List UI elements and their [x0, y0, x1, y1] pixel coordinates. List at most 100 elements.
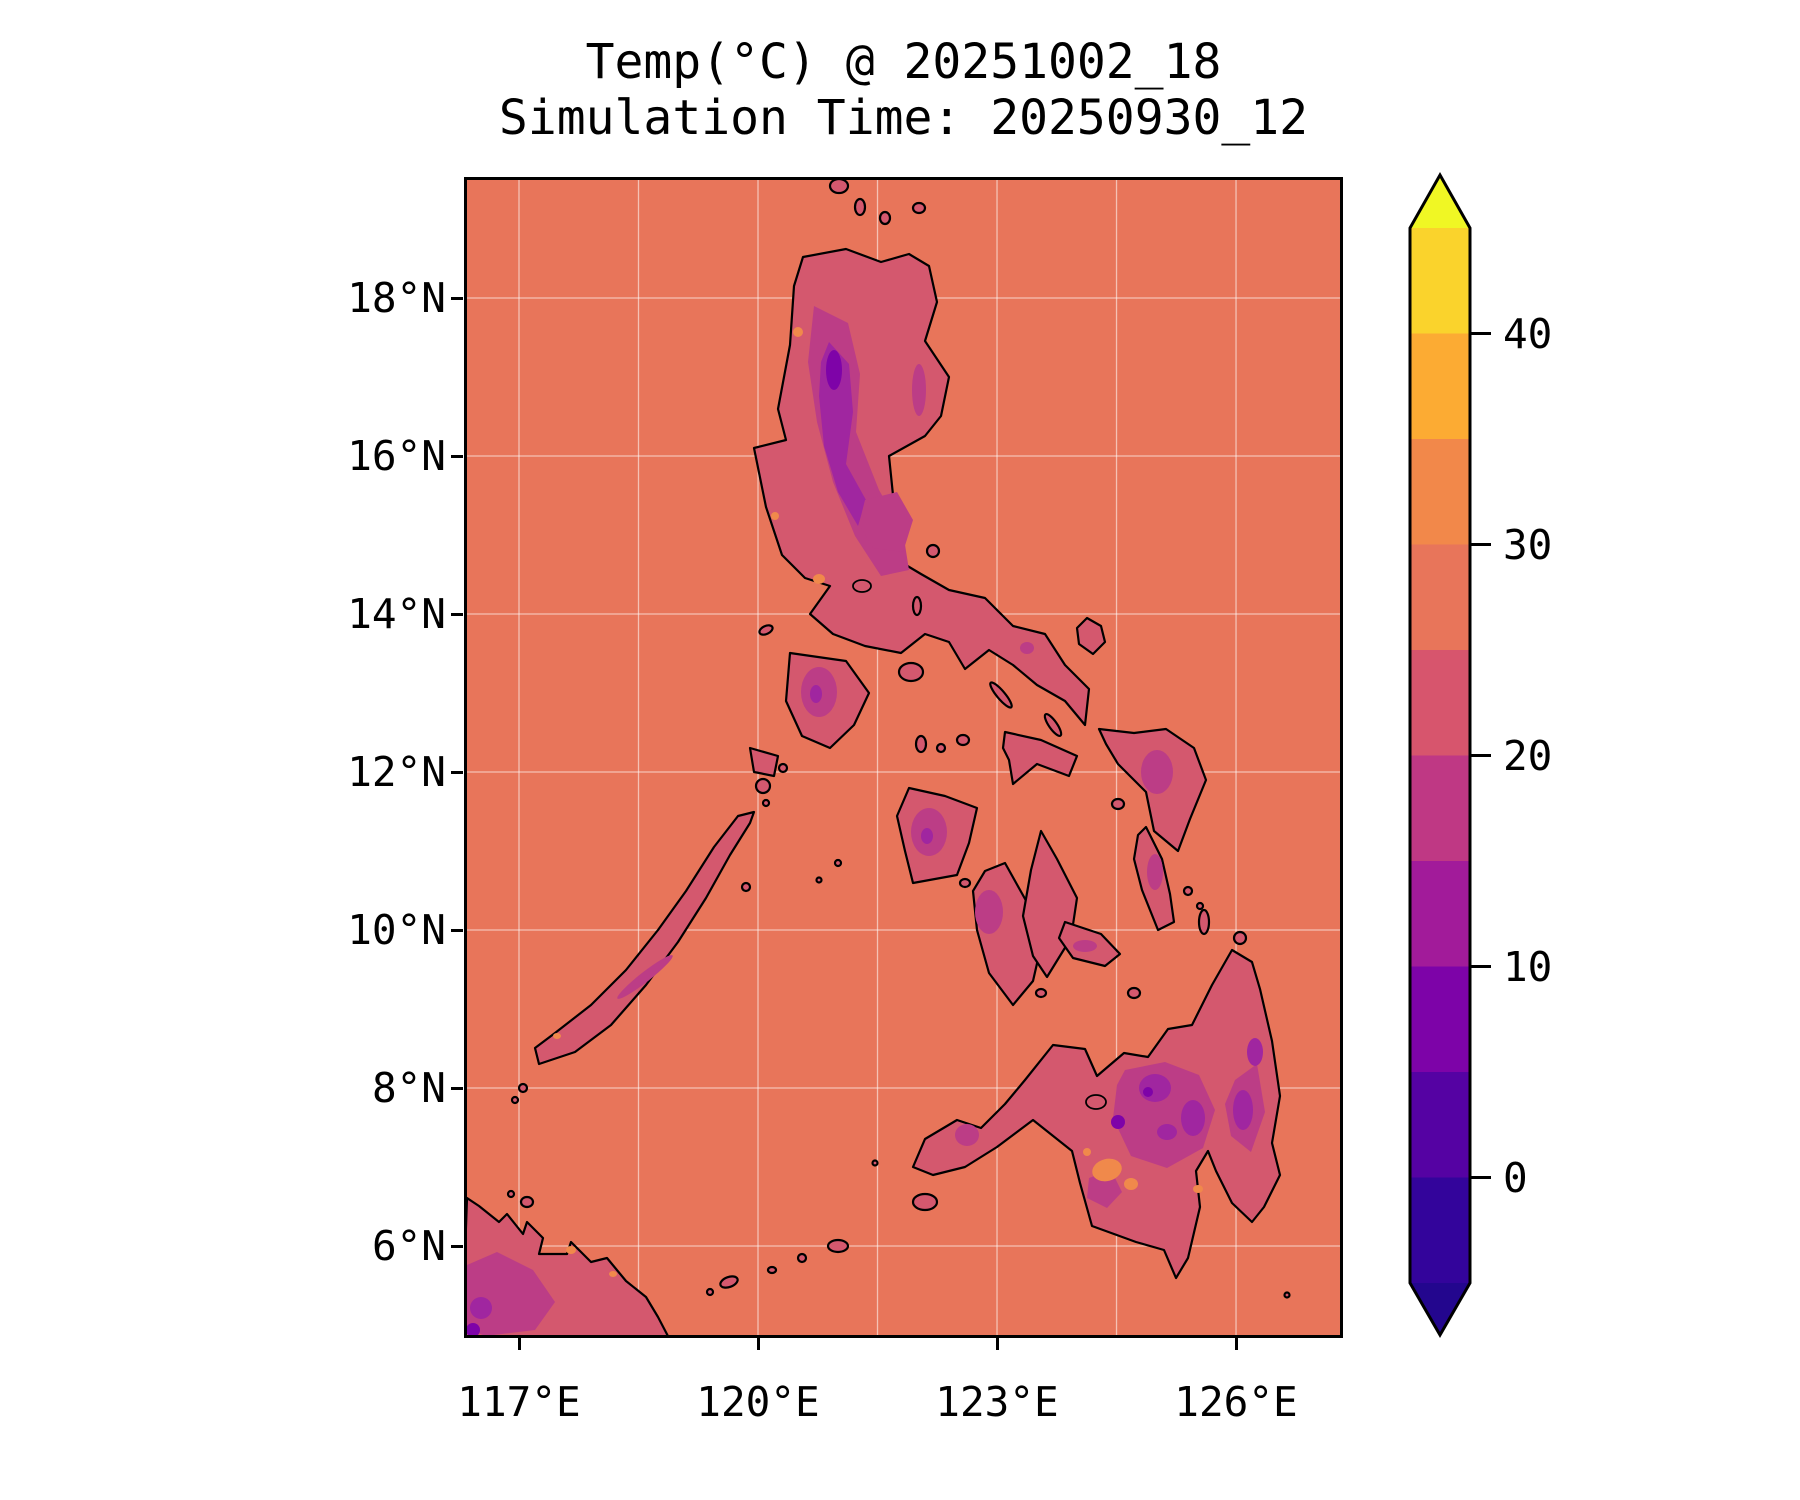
island-cuyo — [833, 858, 843, 868]
island-coron — [777, 762, 789, 774]
y-tick-label: 8°N — [371, 1064, 446, 1112]
map-axes — [464, 177, 1343, 1338]
contour-patch-orange — [566, 1246, 576, 1254]
colorbar-tick-label: 20 — [1503, 731, 1553, 780]
island-burias — [989, 681, 1013, 709]
y-tick-mark — [451, 454, 463, 458]
island-romblon — [935, 742, 947, 754]
island-guimaras — [958, 877, 972, 889]
island-camiguin — [1126, 986, 1142, 1000]
contour-patch-orange — [793, 327, 803, 337]
island-alabat — [911, 595, 923, 617]
colorbar-tick-mark — [1471, 754, 1491, 757]
island-masbate — [1001, 730, 1079, 786]
luzon-temperature-patches — [771, 306, 1034, 654]
plot-title: Temp(°C) @ 20251002_18 Simulation Time: 2… — [464, 34, 1343, 146]
colorbar — [1408, 171, 1472, 1339]
y-tick-label: 6°N — [371, 1222, 446, 1270]
island-cuyo-2 — [815, 876, 823, 884]
island-mindanao — [911, 948, 1282, 1280]
colorbar-band-0-to-5 — [1410, 1072, 1470, 1178]
island-balabac — [517, 1082, 529, 1094]
contour-patch-orange — [813, 574, 825, 584]
islet-surigao-strait — [1182, 885, 1194, 897]
contour-patch-purple — [1247, 1038, 1263, 1066]
colorbar-over-arrow — [1410, 175, 1470, 228]
colorbar-tick-label: 10 — [1503, 942, 1553, 991]
colorbar-under-arrow — [1410, 1283, 1470, 1335]
contour-patch-purple — [921, 828, 933, 844]
islet-surigao-strait-2 — [1195, 901, 1205, 911]
colorbar-band-5-to-10 — [1410, 966, 1470, 1072]
island-babuyan-1 — [828, 180, 850, 195]
island-busuanga — [748, 746, 780, 778]
colorbar-band-20-to-25 — [1410, 650, 1470, 756]
contour-patch-deep-purple — [826, 350, 842, 390]
contour-patch-magenta — [1020, 642, 1034, 654]
colorbar-band-35-to-40 — [1410, 333, 1470, 439]
island-luzon — [752, 247, 1091, 727]
island-siquijor — [1034, 987, 1048, 999]
contour-patch-magenta — [1073, 940, 1097, 952]
island-biliran — [1110, 797, 1126, 811]
contour-patch-magenta — [859, 492, 913, 552]
contour-patch-purple — [1157, 1124, 1177, 1140]
island-jolo — [826, 1238, 850, 1254]
title-line2: Simulation Time: 20250930_12 — [498, 90, 1309, 146]
colorbar-band-15-to-20 — [1410, 755, 1470, 861]
map-canvas — [467, 180, 1340, 1335]
island-sibuyan — [955, 733, 971, 747]
y-tick-mark — [451, 770, 463, 774]
contour-patch-orange — [1193, 1185, 1203, 1193]
islet-sulu-1 — [796, 1252, 808, 1264]
colorbar-tick-label: 40 — [1503, 309, 1553, 358]
island-babuyan-2 — [853, 197, 867, 217]
contour-patch-deep-purple — [467, 1323, 480, 1335]
colorbar-tick-mark — [1471, 965, 1491, 968]
contour-patch-magenta — [1087, 1170, 1122, 1208]
island-tablas — [914, 734, 928, 754]
contour-patch-purple — [1181, 1100, 1205, 1136]
y-tick-label: 14°N — [347, 590, 446, 638]
y-tick-mark — [451, 928, 463, 932]
colorbar-band-25-to-30 — [1410, 544, 1470, 650]
contour-patch-purple — [1139, 1074, 1171, 1102]
colorbar-outline — [1408, 171, 1472, 1339]
y-tick-label: 16°N — [347, 432, 446, 480]
islet-sarangani — [1283, 1291, 1291, 1299]
contour-patch-purple — [810, 685, 822, 703]
x-tick-mark — [1234, 1338, 1238, 1350]
island-tawi-tawi — [719, 1275, 739, 1289]
colorbar-tick-mark — [1471, 332, 1491, 335]
x-tick-mark — [995, 1338, 999, 1350]
island-siargao — [1232, 930, 1248, 946]
y-tick-mark — [451, 1244, 463, 1248]
island-dinagat — [1197, 908, 1211, 936]
islet-banggi-2 — [506, 1189, 516, 1199]
island-dumaran — [740, 881, 752, 893]
contour-patch-orange — [1083, 1148, 1091, 1156]
y-tick-label: 12°N — [347, 748, 446, 796]
x-tick-mark — [756, 1338, 760, 1350]
y-tick-mark — [451, 612, 463, 616]
contour-patch-deep-purple — [1143, 1087, 1153, 1097]
contour-patch-purple — [470, 1297, 492, 1319]
contour-patch-magenta — [975, 890, 1003, 934]
island-marinduque — [897, 661, 925, 683]
contour-patch-magenta — [955, 1124, 979, 1146]
contour-patch-magenta — [912, 364, 926, 416]
colorbar-tick-mark — [1471, 1176, 1491, 1179]
island-culion — [754, 777, 772, 795]
colorbar-band--5-to-0 — [1410, 1177, 1470, 1283]
contour-patch-magenta — [1141, 750, 1173, 794]
island-palawan — [533, 810, 756, 1066]
islet-sulu-2 — [766, 1265, 778, 1275]
y-tick-mark — [451, 1086, 463, 1090]
island-catanduanes — [1075, 616, 1107, 656]
island-ticao — [1043, 713, 1063, 737]
contour-patch-orange — [1092, 1158, 1122, 1182]
contour-patch-orange — [553, 1033, 561, 1039]
contour-patch-orange — [771, 512, 779, 520]
title-line1: Temp(°C) @ 20251002_18 — [585, 34, 1222, 90]
